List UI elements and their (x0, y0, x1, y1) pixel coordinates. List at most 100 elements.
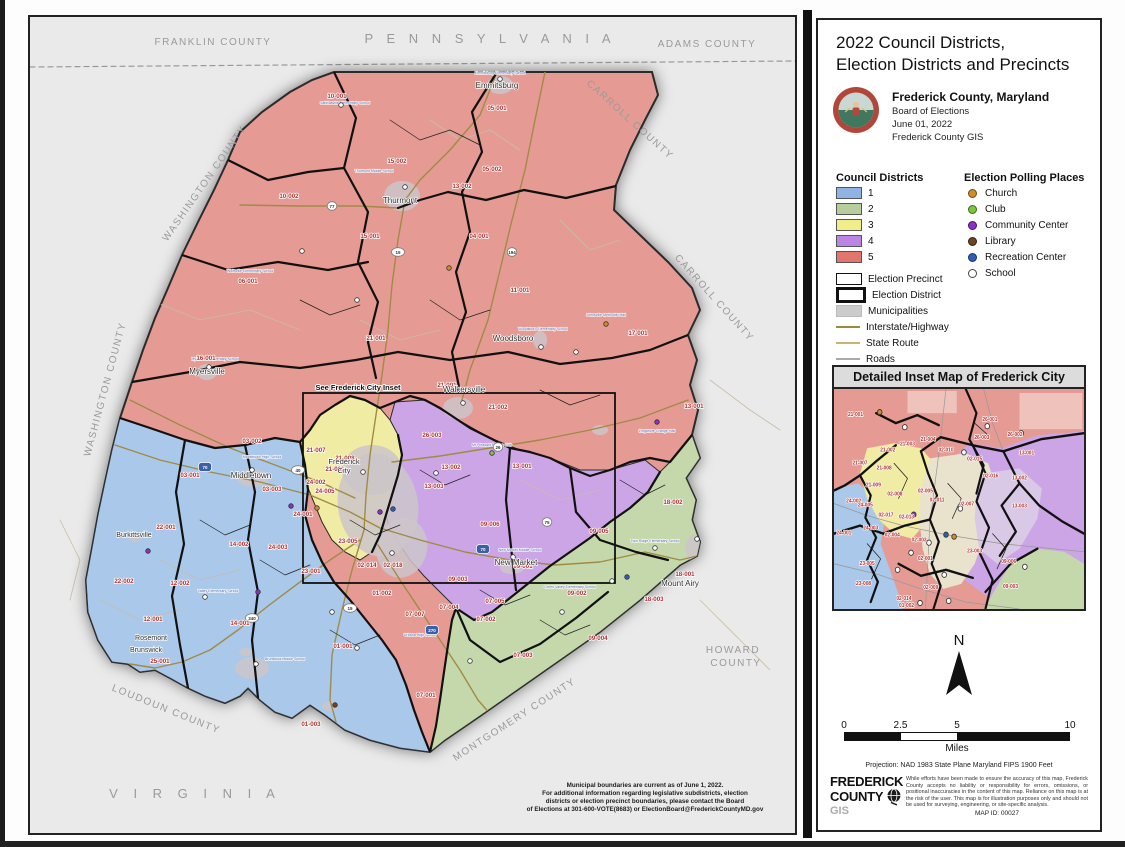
inset-district-boundary (919, 450, 942, 611)
precinct-label: 11-001 (511, 287, 530, 294)
precinct-label: 09-003 (448, 576, 468, 583)
inset-polling-place-dot (908, 549, 914, 556)
major-road (129, 399, 356, 499)
district-color-swatch (836, 251, 862, 263)
inset-precinct-label: 24-005 (858, 502, 873, 508)
inset-precinct-label: 02-015 (967, 456, 982, 462)
precinct-label: 06-001 (238, 278, 258, 285)
precinct-boundary (419, 469, 471, 486)
district-outline-swatch (836, 287, 866, 303)
scale-bar-strip (844, 732, 1070, 741)
facility-label: Middletown High School (243, 455, 282, 459)
polling-dot-swatch (968, 252, 977, 262)
inset-polling-place-dot (926, 539, 932, 546)
state-route-shield-icon (492, 442, 504, 452)
district-boundary (454, 590, 610, 664)
polling-place-dot (255, 589, 261, 595)
legend-label: Club (985, 203, 1006, 215)
inset-polling-place-dot (961, 449, 967, 456)
inset-precinct-label: 26-001 (982, 417, 997, 423)
town-label: Frederick (328, 457, 360, 466)
interstate-shield-number: 270 (428, 628, 436, 633)
county-shape (84, 71, 702, 754)
inset-district-boundary (1002, 450, 1086, 535)
precinct-label: 12-001 (143, 616, 163, 623)
precinct-label: 21-008 (335, 455, 355, 462)
polling-dot-swatch (968, 236, 977, 246)
us-route-shield-icon (291, 465, 305, 475)
polling-place-dot (402, 184, 408, 190)
precinct-label: 22-002 (114, 578, 134, 585)
municipality-swatch (836, 305, 862, 317)
precinct-label: 18-002 (663, 499, 683, 506)
precinct-label: 07-007 (405, 611, 425, 618)
facility-label: Sabillasville Elementary School (320, 101, 370, 105)
polling-place-dot (332, 702, 338, 708)
polling-place-dot (603, 321, 609, 327)
inset-precinct-label: 21-002 (880, 447, 895, 453)
precinct-label: 09-006 (480, 521, 500, 528)
polling-place-dot (624, 574, 630, 580)
state-border-line (29, 60, 796, 68)
municipality-area (235, 657, 269, 679)
precinct-label: 12-002 (170, 580, 190, 587)
legend-label: 3 (868, 219, 874, 231)
polling-place-dot (145, 548, 151, 554)
route-shield-number: 15 (347, 606, 353, 611)
map-title-line2: Election Districts and Precincts (836, 55, 1070, 74)
inset-precinct-boundary (974, 422, 989, 436)
precinct-label: 23-001 (301, 568, 321, 575)
inset-precinct-label: 13-001 (1019, 450, 1034, 456)
legend-label: Library (985, 235, 1016, 247)
inset-district-boundary (971, 444, 994, 611)
municipal-note-line: Municipal boundaries are current as of J… (567, 782, 724, 789)
inset-map: 21-001 26-001 26-002 26-003 13-001 21-003 21-0… (832, 387, 1086, 611)
precinct-label: 24-001 (293, 511, 313, 518)
inset-precinct-label: 02-008 (887, 491, 902, 497)
major-road (363, 72, 498, 531)
inset-precinct-label: 24-003 (863, 525, 878, 531)
town-label: Woodsboro (493, 334, 534, 343)
scale-tick-label: 2.5 (893, 720, 908, 731)
agency-date: June 01, 2022 (892, 119, 953, 130)
route-shield-number: 26 (495, 445, 501, 450)
municipality-area (342, 445, 402, 495)
legend-polling-row: Recreation Center (964, 250, 1094, 264)
interstate-shield-number: 70 (202, 465, 208, 470)
precinct-label: 07-003 (513, 652, 533, 659)
legend-boundary-row: Election Precinct (836, 272, 961, 286)
inset-precinct-label: 21-004 (921, 437, 936, 443)
facility-label: Emmitsburg Elementary School (475, 71, 526, 75)
county-gis-logo: FREDERICK COUNTY GIS (830, 775, 903, 817)
town-label: City (338, 466, 351, 475)
precinct-label: 15-001 (360, 233, 380, 240)
legend-polling-row: Club (964, 202, 1094, 216)
polling-place-dot (467, 658, 473, 664)
district-color-swatch (836, 219, 862, 231)
polling-place-dot (354, 645, 360, 651)
route-shield-number: 40 (295, 468, 301, 473)
legend-polling-row: School (964, 266, 1094, 280)
minor-road (519, 479, 601, 501)
precinct-label: 22-001 (156, 524, 176, 531)
polling-place-dot (338, 102, 344, 108)
precinct-label: 21-007 (306, 447, 326, 454)
polling-dot-swatch (968, 220, 977, 230)
county-seal (832, 86, 880, 139)
legend-boundary-row: Municipalities (836, 304, 961, 318)
precinct-label: 09-001 (513, 563, 533, 570)
inset-map-title: Detailed Inset Map of Frederick City (832, 365, 1086, 389)
polling-place-dot (489, 450, 495, 456)
precinct-label: 13-001 (512, 463, 532, 470)
inset-district-boundary (858, 474, 879, 604)
legend-label: 5 (868, 251, 874, 263)
municipal-note-line: of Elections at 301-600-VOTE(8683) or El… (527, 806, 764, 813)
inset-polling-place-dot (957, 505, 964, 512)
neighbor-area-label: V I R G I N I A (109, 786, 281, 801)
map-title-line1: 2022 Council Districts, (836, 33, 1006, 52)
inset-polling-place-dot (943, 531, 949, 538)
inset-polling-place-dot (984, 423, 990, 430)
precinct-label: 15-002 (387, 158, 407, 165)
inset-precinct-label: 26-002 (1007, 432, 1022, 438)
precinct-outline-swatch (836, 273, 862, 285)
